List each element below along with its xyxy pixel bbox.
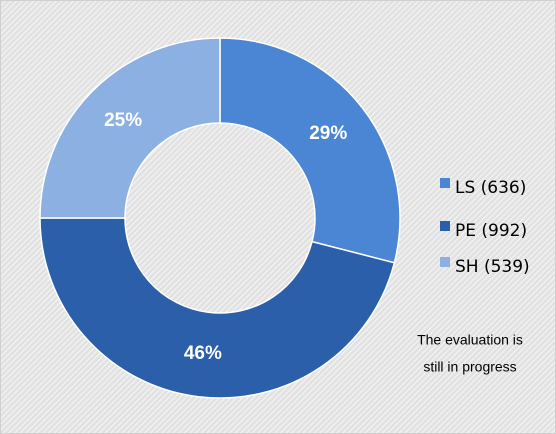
donut-slice bbox=[39, 217, 396, 399]
legend-label: LS (636) bbox=[455, 178, 526, 198]
legend-label: PE (992) bbox=[455, 221, 527, 241]
legend-label: SH (539) bbox=[455, 257, 530, 277]
annotation: still in progress bbox=[423, 359, 516, 375]
annotation: The evaluation is bbox=[417, 332, 523, 348]
donut-slice bbox=[39, 37, 221, 219]
value-label: 29% bbox=[309, 123, 347, 144]
legend-swatch bbox=[440, 178, 450, 188]
legend-swatch bbox=[440, 221, 450, 231]
value-label: 46% bbox=[184, 343, 222, 364]
legend-swatch bbox=[440, 257, 450, 267]
value-label: 25% bbox=[104, 110, 142, 131]
donut-slice bbox=[219, 37, 401, 264]
